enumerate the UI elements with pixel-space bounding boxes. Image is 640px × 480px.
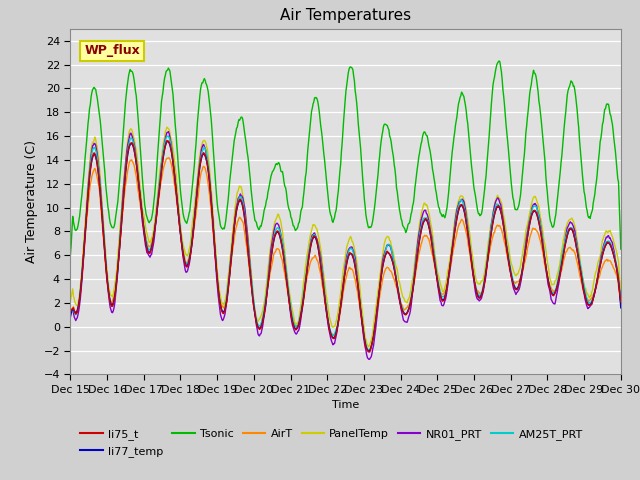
- Legend: li75_t, li77_temp, Tsonic, AirT, PanelTemp, NR01_PRT, AM25T_PRT: li75_t, li77_temp, Tsonic, AirT, PanelTe…: [76, 425, 588, 461]
- Text: WP_flux: WP_flux: [84, 44, 140, 57]
- X-axis label: Time: Time: [332, 400, 359, 410]
- Y-axis label: Air Temperature (C): Air Temperature (C): [25, 140, 38, 263]
- Title: Air Temperatures: Air Temperatures: [280, 9, 411, 24]
